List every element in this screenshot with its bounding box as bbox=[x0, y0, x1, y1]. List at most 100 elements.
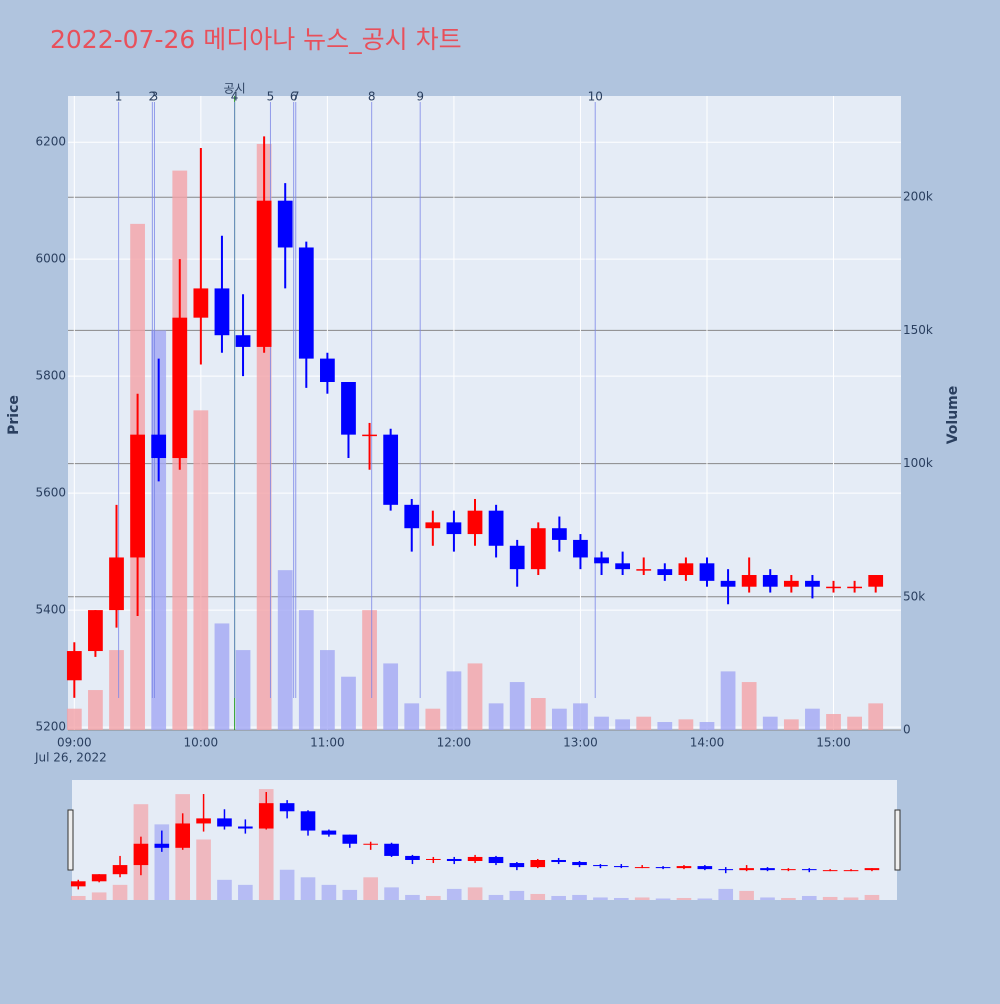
mini-candle-body bbox=[154, 843, 170, 848]
annotation-label: 3 bbox=[151, 90, 159, 104]
volume-bar bbox=[341, 676, 356, 730]
mini-candle-body bbox=[551, 859, 566, 863]
volume-bar bbox=[467, 663, 483, 730]
x-tick-label: 13:00 bbox=[563, 736, 598, 750]
mini-volume-bar bbox=[217, 879, 232, 900]
mini-candle-body bbox=[238, 826, 253, 829]
candle-body bbox=[805, 580, 820, 587]
volume-bar bbox=[298, 610, 314, 730]
mini-volume-bar bbox=[405, 894, 420, 900]
volume-bar bbox=[847, 716, 862, 730]
volume-bar bbox=[509, 682, 525, 730]
candle-body bbox=[151, 434, 167, 459]
mini-volume-bar bbox=[593, 897, 608, 900]
candle-body bbox=[720, 580, 736, 587]
plot-area bbox=[68, 96, 901, 730]
y-tick-label: 5400 bbox=[35, 603, 66, 617]
candle-body bbox=[256, 200, 272, 347]
mini-volume-bar bbox=[426, 895, 441, 900]
candle-body bbox=[341, 382, 356, 435]
mini-volume-bar bbox=[70, 895, 86, 900]
mini-volume-bar bbox=[238, 884, 253, 900]
volume-bar bbox=[66, 708, 82, 730]
volume-bar bbox=[320, 650, 335, 730]
mini-volume-bar bbox=[530, 893, 546, 900]
mini-candle-body bbox=[739, 868, 754, 871]
mini-candle-body bbox=[363, 843, 378, 845]
candle-body bbox=[362, 434, 377, 437]
y2-tick-label: 200k bbox=[903, 190, 933, 204]
mini-volume-bar bbox=[801, 895, 817, 900]
candle-body bbox=[172, 317, 188, 459]
candle-body bbox=[678, 563, 694, 576]
volume-bar bbox=[151, 330, 167, 730]
volume-bar bbox=[362, 610, 377, 730]
mini-candle-body bbox=[655, 867, 671, 869]
mini-volume-bar bbox=[718, 888, 734, 900]
volume-bar bbox=[530, 698, 546, 730]
mini-candle-body bbox=[864, 868, 880, 871]
volume-bar bbox=[446, 671, 462, 730]
y2-tick-label: 50k bbox=[903, 589, 925, 603]
mini-candle-body bbox=[446, 858, 462, 862]
event-label: 공시 bbox=[224, 82, 246, 96]
mini-volume-bar bbox=[384, 887, 399, 900]
mini-volume-bar bbox=[154, 824, 170, 900]
mini-volume-bar bbox=[781, 897, 796, 900]
mini-volume-bar bbox=[613, 897, 629, 900]
y-tick-label: 6200 bbox=[35, 135, 66, 149]
mini-candle-body bbox=[530, 859, 546, 868]
annotation-label: 6 bbox=[290, 90, 298, 104]
annotation-label: 7 bbox=[292, 90, 300, 104]
mini-candle-body bbox=[801, 869, 817, 871]
mini-candle-body bbox=[467, 856, 483, 862]
volume-bar bbox=[783, 719, 799, 730]
candle-body bbox=[467, 510, 483, 535]
candle-body bbox=[594, 557, 609, 564]
candle-body bbox=[277, 200, 293, 248]
volume-bar bbox=[615, 719, 631, 730]
mini-volume-bar bbox=[279, 869, 295, 900]
candle-body bbox=[868, 575, 884, 587]
volume-bar bbox=[404, 703, 420, 730]
range-slider[interactable] bbox=[72, 780, 897, 900]
candle-body bbox=[657, 569, 673, 576]
candle-body bbox=[847, 586, 862, 589]
mini-candle-body bbox=[843, 870, 859, 872]
mini-candle-body bbox=[196, 818, 211, 824]
x-tick-label: 12:00 bbox=[437, 736, 472, 750]
candle-body bbox=[551, 528, 567, 540]
mini-volume-bar bbox=[551, 895, 566, 900]
volume-bar bbox=[109, 650, 124, 730]
candle-body bbox=[488, 510, 504, 546]
candle-body bbox=[636, 569, 652, 571]
volume-bar bbox=[193, 410, 209, 730]
candle-body bbox=[235, 335, 251, 347]
range-handle-left[interactable] bbox=[67, 809, 74, 871]
volume-bar bbox=[636, 716, 652, 730]
x-tick-label: 11:00 bbox=[310, 736, 345, 750]
mini-candle-body bbox=[217, 818, 232, 827]
volume-bar bbox=[720, 671, 736, 730]
candle-body bbox=[826, 586, 841, 589]
mini-candle-body bbox=[133, 843, 149, 866]
mini-candle-body bbox=[676, 866, 692, 869]
y2-axis-title: Volume bbox=[945, 386, 961, 445]
x-tick-label: 15:00 bbox=[816, 736, 851, 750]
candle-body bbox=[699, 563, 715, 581]
y-tick-label: 5800 bbox=[35, 369, 66, 383]
annotation-label: 4 bbox=[231, 90, 239, 104]
mini-volume-bar bbox=[300, 877, 316, 900]
mini-volume-bar bbox=[509, 890, 525, 900]
candle-body bbox=[320, 358, 335, 383]
annotation-label: 1 bbox=[115, 90, 123, 104]
mini-volume-bar bbox=[572, 894, 587, 900]
mini-candle-body bbox=[342, 834, 358, 844]
volume-bar bbox=[551, 708, 567, 730]
range-handle-right[interactable] bbox=[894, 809, 901, 871]
candle-body bbox=[509, 545, 525, 570]
mini-candle-body bbox=[405, 855, 420, 860]
volume-bar bbox=[678, 719, 694, 730]
mini-candle-body bbox=[822, 870, 838, 872]
